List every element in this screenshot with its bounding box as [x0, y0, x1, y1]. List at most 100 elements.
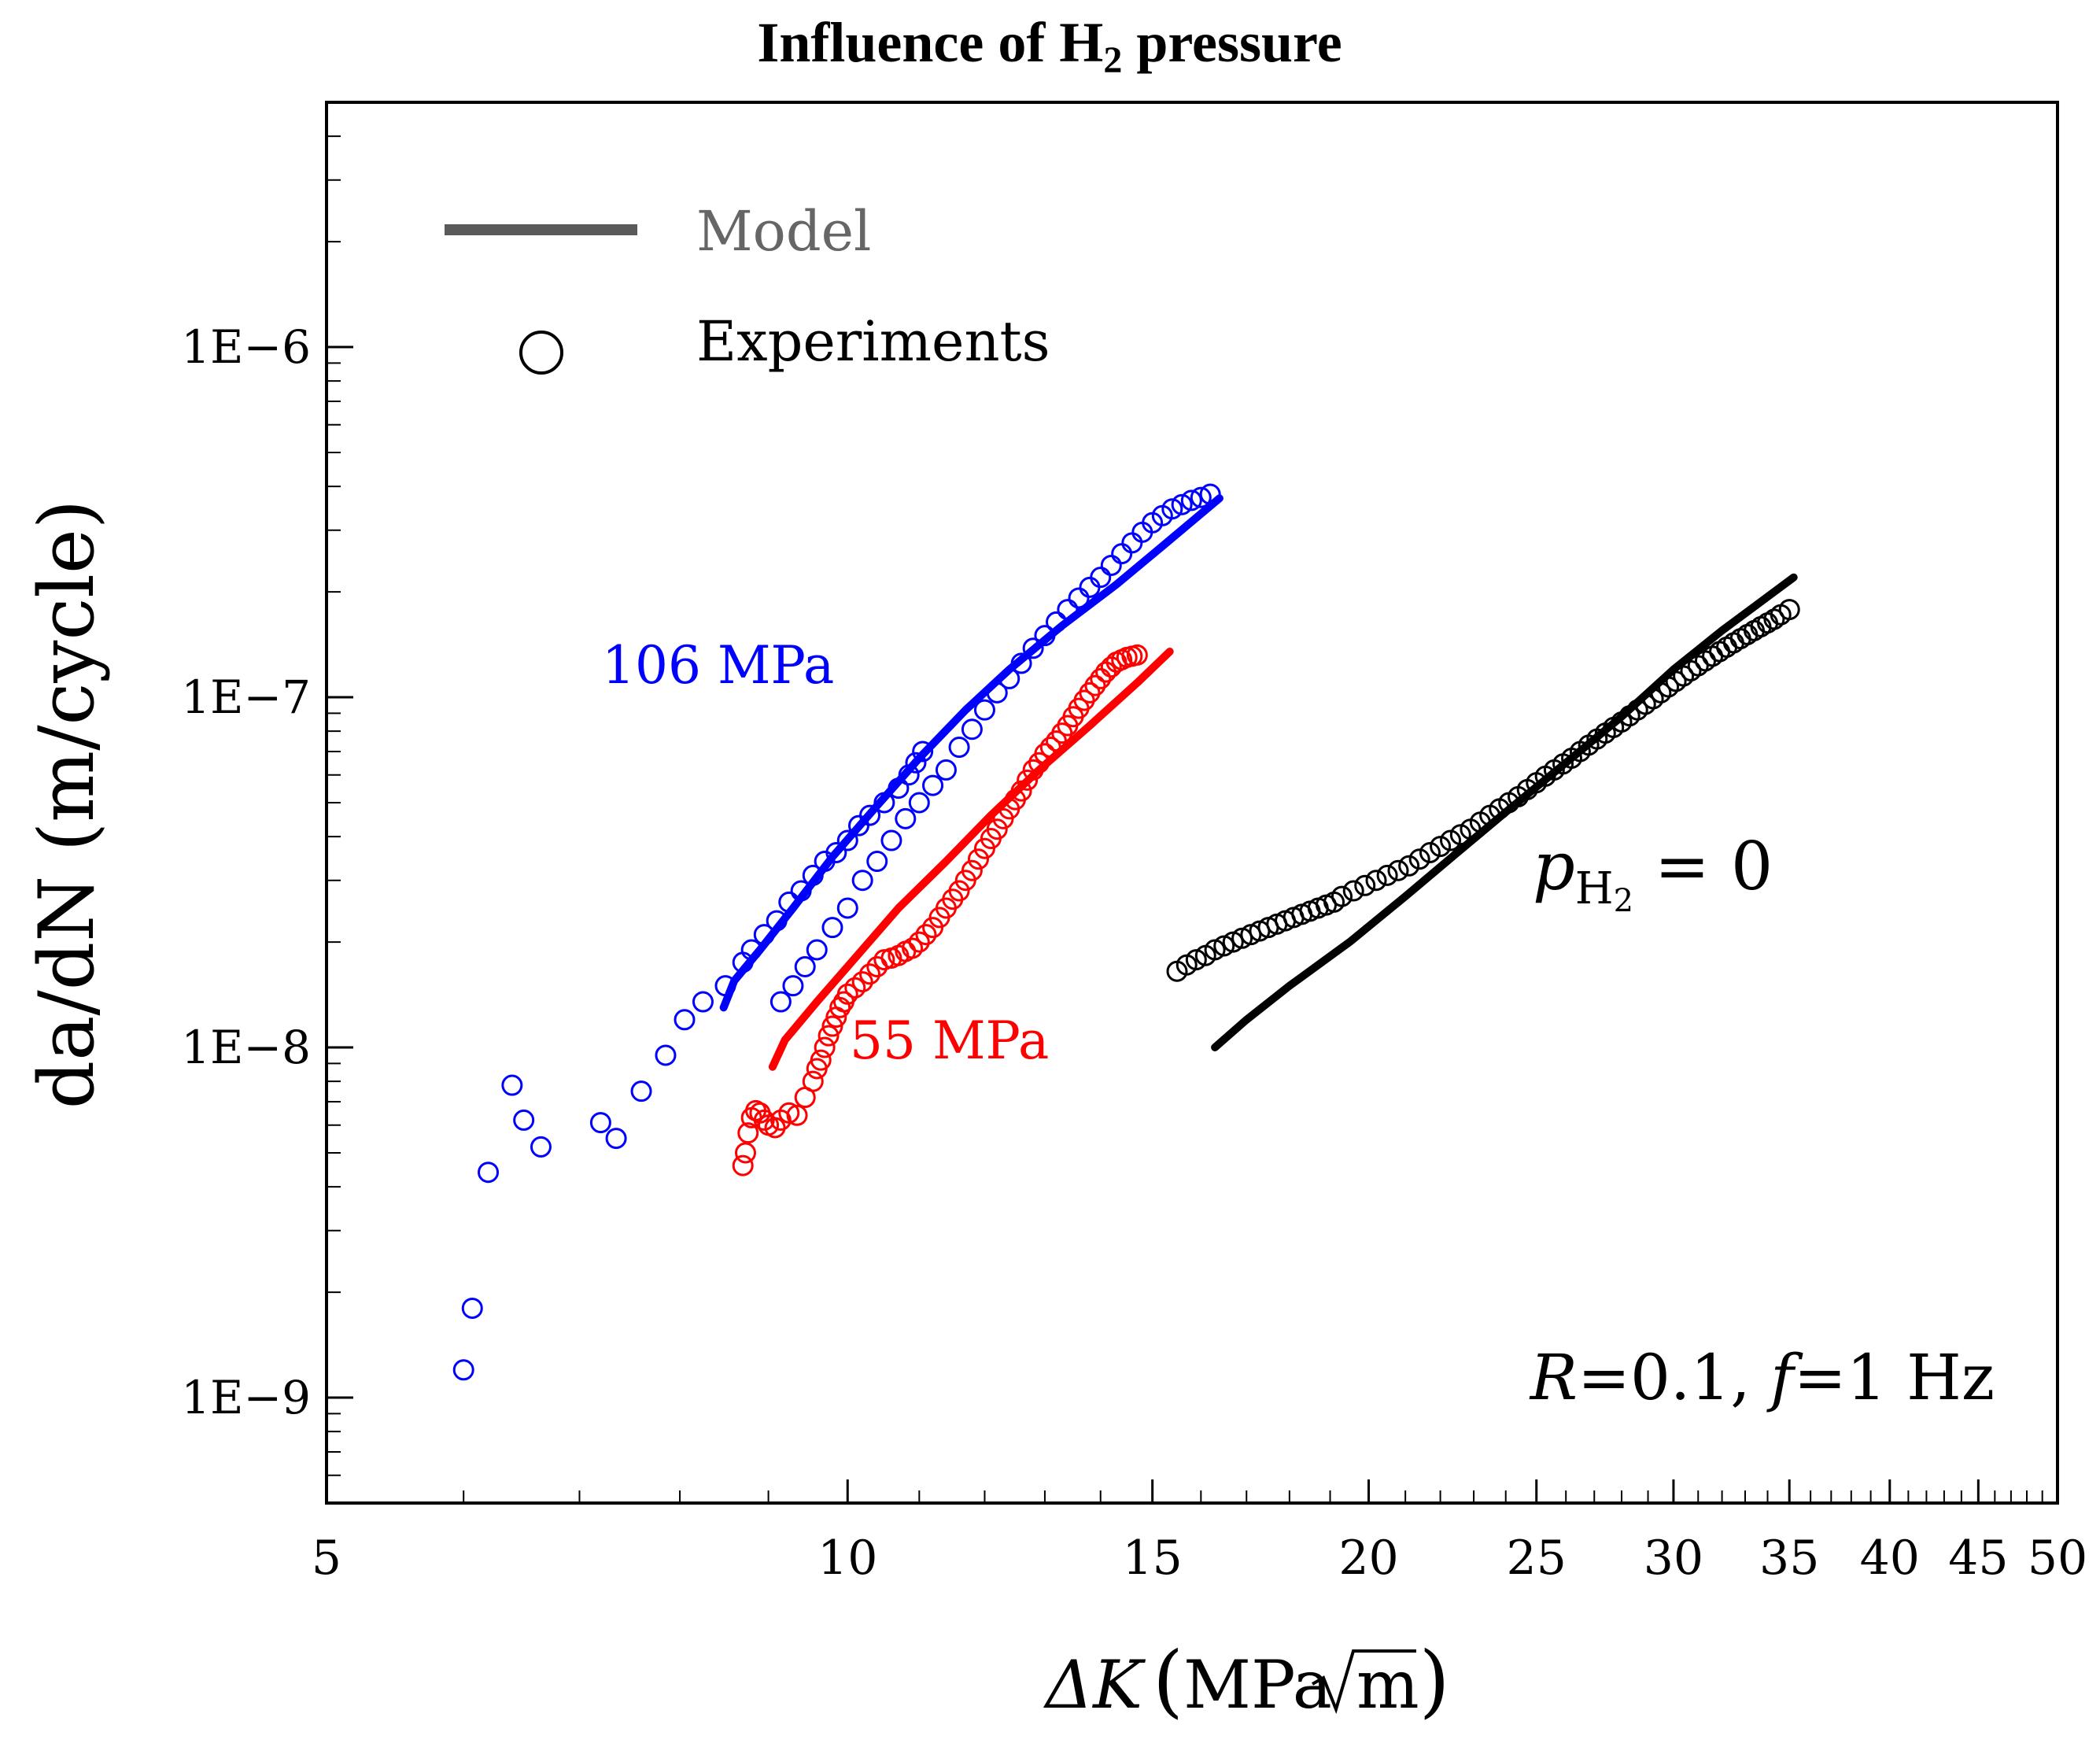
experiment-point	[655, 1044, 677, 1066]
experiment-point	[1449, 824, 1471, 846]
experiment-point	[1022, 637, 1044, 659]
experiment-point	[1079, 576, 1101, 598]
experiment-point	[1398, 855, 1420, 877]
experiment-point	[851, 870, 873, 892]
experiment-point	[1440, 829, 1462, 851]
plot-frame	[325, 101, 2059, 1505]
experiment-point	[967, 848, 989, 870]
experiment-point	[1100, 554, 1122, 576]
sqrt-sign	[1312, 1649, 1416, 1715]
experiment-point	[844, 977, 866, 999]
experiment-point	[1342, 880, 1364, 902]
experiment-point	[948, 737, 970, 759]
experiment-point	[770, 991, 792, 1013]
series-0	[452, 483, 1223, 1381]
experiment-point	[948, 880, 970, 902]
experiment-point	[605, 1128, 627, 1150]
experiment-point	[1213, 935, 1235, 957]
experiment-point	[1408, 848, 1430, 870]
x-axis-label-unit-b: m)	[1356, 1634, 1450, 1727]
experiment-point	[732, 1154, 754, 1176]
experiment-point	[674, 1009, 696, 1031]
experiment-point	[1084, 674, 1106, 696]
experiment-point	[825, 841, 847, 863]
experiment-point	[1190, 486, 1212, 508]
experiment-point	[961, 718, 983, 741]
conditions-label: R=0.1, f=1 Hz	[1529, 1341, 1995, 1414]
x-tick-label: 15	[1122, 1531, 1182, 1586]
legend-model-label: Model	[696, 199, 871, 264]
experiment-point	[1121, 532, 1143, 554]
red-series-label: 55 MPa	[850, 1010, 1049, 1071]
x-axis-label-unit-a: (MPa	[1153, 1634, 1332, 1727]
experiment-point	[802, 1070, 824, 1092]
y-axis-label: da/dN (m/cycle)	[23, 500, 111, 1110]
experiment-point	[1126, 644, 1148, 666]
experiment-point	[753, 1109, 775, 1131]
experiment-point	[734, 1142, 756, 1164]
series-layer	[452, 483, 1800, 1381]
model-line	[768, 648, 1174, 1071]
experiment-point	[1430, 836, 1452, 858]
experiment-point	[817, 1025, 840, 1047]
black-series-label: pH2 = 0	[1533, 828, 1773, 919]
model-line	[719, 494, 1223, 1012]
experiment-point	[786, 1104, 808, 1126]
chart-title-subscript: 2	[1103, 39, 1122, 81]
experiment-point	[1068, 587, 1090, 609]
experiment-point	[1100, 656, 1122, 678]
experiment-point	[1376, 864, 1398, 886]
experiment-point	[630, 1080, 652, 1102]
x-axis-label-main: ΔK	[1043, 1646, 1146, 1723]
experiment-point	[1185, 949, 1207, 971]
x-tick-label: 45	[1948, 1531, 2008, 1586]
y-tick-label: 1E−8	[181, 1021, 311, 1074]
experiment-point	[915, 924, 937, 946]
experiment-point	[859, 804, 881, 826]
experiment-point	[1778, 599, 1800, 621]
experiment-point	[1365, 870, 1387, 892]
experiment-point	[1180, 489, 1202, 512]
experiment-point	[895, 807, 917, 829]
experiment-point	[908, 792, 930, 814]
experiment-point	[814, 1036, 836, 1058]
experiment-point	[1090, 567, 1112, 589]
series-2	[1166, 573, 1800, 1051]
experiment-point	[935, 759, 957, 781]
experiment-point	[908, 931, 930, 953]
experiment-point	[1330, 885, 1353, 907]
svg-text:da/dN (m/cycle): da/dN (m/cycle)	[23, 500, 111, 1110]
experiment-point	[589, 1112, 611, 1134]
y-tick-label: 1E−9	[181, 1371, 311, 1424]
experiment-point	[692, 991, 714, 1013]
experiment-point	[859, 963, 881, 985]
experiment-point	[912, 741, 934, 763]
x-axis-label: ΔK (MPa m)	[1043, 1634, 1450, 1727]
experiment-point	[1387, 859, 1409, 881]
legend-experiments-swatch	[519, 331, 563, 375]
x-tick-label: 40	[1860, 1531, 1920, 1586]
experiment-point	[1722, 632, 1744, 654]
experiment-point	[530, 1136, 552, 1158]
experiment-point	[851, 971, 873, 993]
experiment-point	[986, 818, 1008, 840]
experiment-point	[806, 939, 828, 961]
experiment-point	[1161, 498, 1183, 520]
experiment-point	[821, 917, 843, 939]
legend-experiments-label: Experiments	[696, 309, 1050, 374]
x-tick-label: 25	[1507, 1531, 1567, 1586]
chart-title-rest: pressure	[1122, 11, 1342, 74]
x-tick-label: 10	[817, 1531, 877, 1586]
experiment-point	[836, 829, 858, 851]
x-tick-label: 30	[1644, 1531, 1703, 1586]
x-tick-label: 35	[1759, 1531, 1819, 1586]
experiment-point	[737, 1122, 759, 1144]
axis-tick-labels: 5 10 15 20 25 30 35 40 45 50 1E−9 1E−8 1E−7 1E−6	[181, 320, 2087, 1586]
blue-series-label: 106 MPa	[602, 635, 834, 696]
experiment-point	[922, 774, 944, 796]
experiment-point	[782, 975, 804, 997]
experiment-point	[836, 983, 858, 1005]
experiment-point	[513, 1109, 535, 1131]
experiment-point	[961, 859, 983, 881]
